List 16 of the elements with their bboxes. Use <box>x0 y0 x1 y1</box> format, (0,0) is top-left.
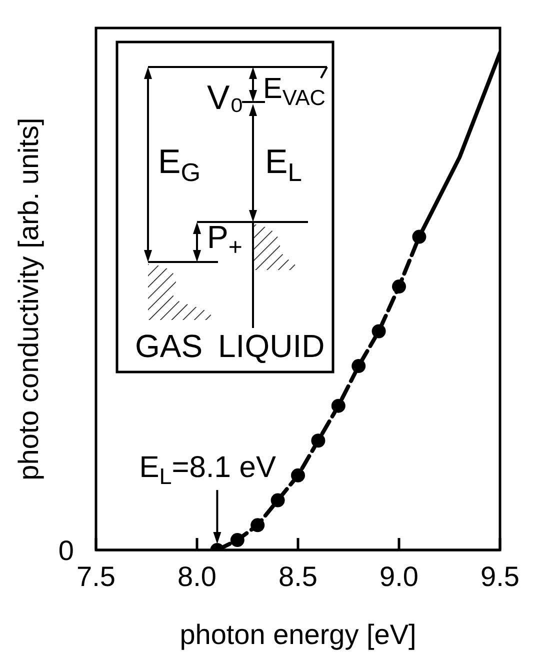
annotation: E$_{VAC}$ <box>263 73 326 110</box>
annotation: E$_{L}$=8.1 eV <box>139 451 276 489</box>
annotation: V₀ <box>207 79 244 117</box>
annotation: P$_{+}$ <box>207 219 242 262</box>
x-tick-label: 8.5 <box>278 561 318 592</box>
text: 0 <box>58 535 74 566</box>
annotation: LIQUID <box>218 328 325 364</box>
x-tick-label: 8.0 <box>178 561 216 592</box>
x-tick-label: 7.5 <box>76 561 116 592</box>
x-tick-label: 9.5 <box>480 561 520 592</box>
annotation: GAS <box>135 328 203 364</box>
annotation: E$_{L}$ <box>265 143 302 187</box>
y-axis-title: photo conductivity [arb. units] <box>13 118 44 480</box>
x-axis-title: photon energy [eV] <box>180 619 416 650</box>
x-tick-label: 9.0 <box>380 561 418 592</box>
annotation: E$_{G}$ <box>158 143 201 187</box>
